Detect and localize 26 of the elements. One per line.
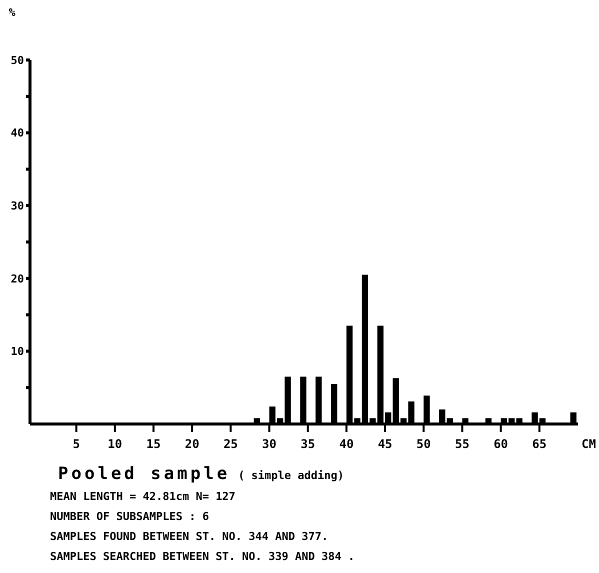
x-tick-label: 25 <box>223 437 238 451</box>
x-tick-label: 20 <box>184 437 200 451</box>
x-tick-label: 15 <box>146 437 161 451</box>
x-tick-label: 50 <box>416 437 431 451</box>
text: MEAN LENGTH = 42.81cm N= 127 <box>50 490 236 503</box>
text: SAMPLES FOUND BETWEEN ST. NO. 344 AND 377. <box>50 530 328 543</box>
text: ( simple adding) <box>238 469 344 482</box>
x-tick-label: 55 <box>455 437 470 451</box>
y-tick-label: 20 <box>10 272 24 286</box>
x-tick-label: 65 <box>532 437 547 451</box>
text: Pooled sample <box>58 464 230 484</box>
text: NUMBER OF SUBSAMPLES : 6 <box>50 510 210 523</box>
x-tick-label: 5 <box>72 437 80 451</box>
x-tick-label: 35 <box>300 437 316 451</box>
y-tick-label: 30 <box>10 199 24 212</box>
y-axis-title: % <box>8 6 16 19</box>
y-tick-label: 40 <box>10 126 24 140</box>
text: SAMPLES SEARCHED BETWEEN ST. NO. 339 AND 384 . <box>50 550 355 563</box>
x-axis-title: CM <box>582 437 596 451</box>
y-tick-label: 10 <box>10 345 24 358</box>
y-tick-label: 50 <box>10 54 24 67</box>
x-tick-label: 30 <box>262 437 276 451</box>
x-tick-label: 60 <box>494 437 508 451</box>
x-tick-label: 45 <box>378 437 392 451</box>
x-tick-label: 10 <box>108 437 122 451</box>
x-tick-label: 40 <box>339 437 354 451</box>
